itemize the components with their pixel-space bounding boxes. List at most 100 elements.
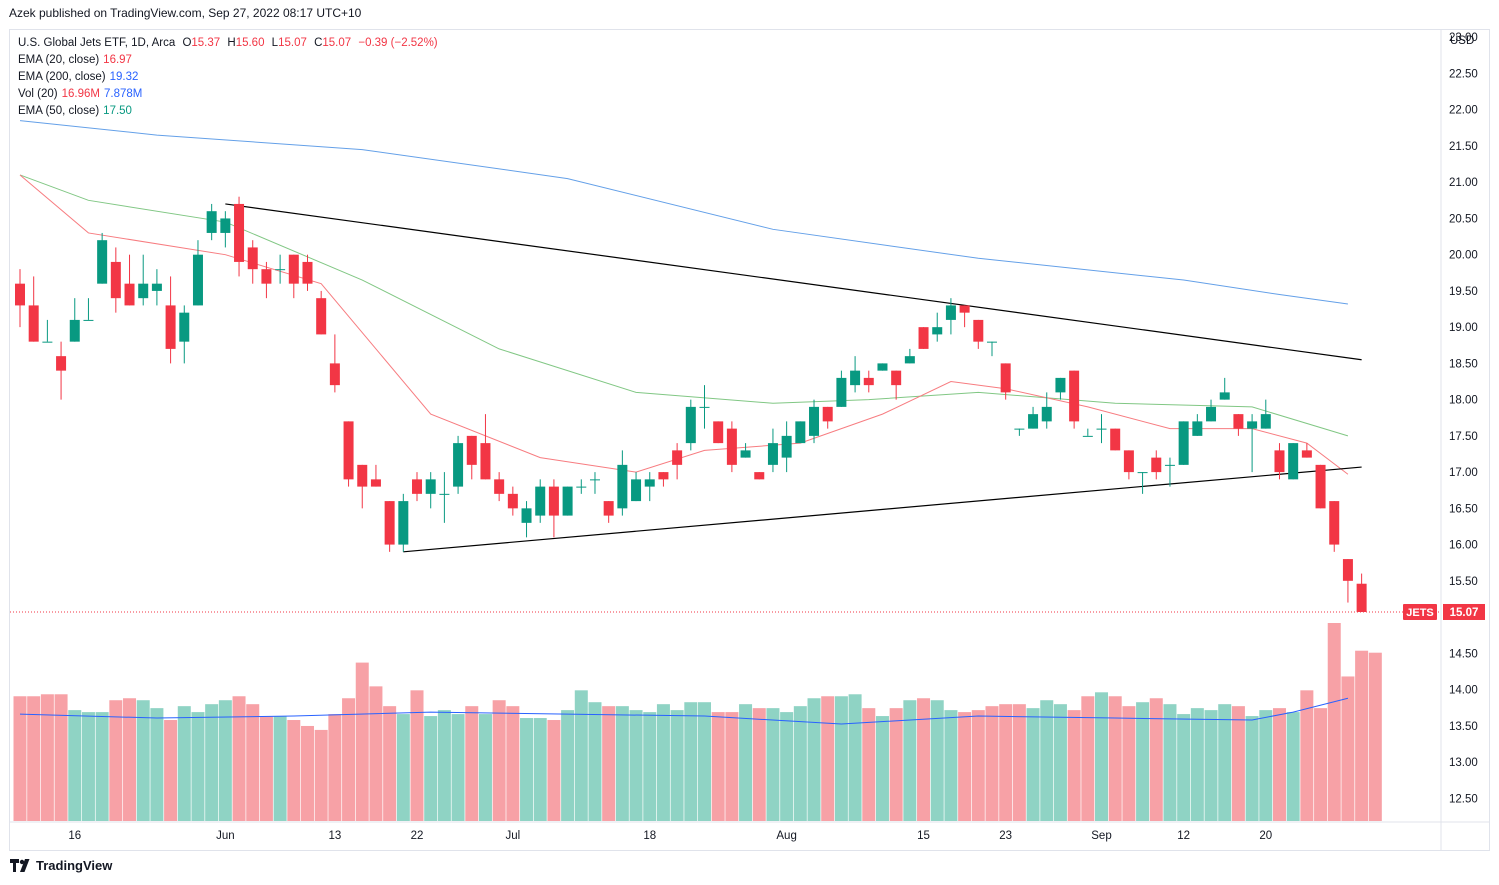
ohlc-low: L15.07 [272,37,307,49]
volume-bar [972,710,985,821]
ema50-line [20,175,1348,436]
candle-body [836,378,846,407]
time-tick-label: Jul [505,830,520,842]
candle [111,247,121,312]
volume-bar [438,710,451,821]
candle [1247,414,1257,472]
candle-body [480,443,490,479]
last-price-value: 15.07 [1450,607,1479,619]
candle [453,436,463,494]
candle-body [426,479,436,493]
candle-body [686,407,696,443]
ema200-line [20,121,1348,304]
volume-bar [547,720,560,821]
candle [686,400,696,451]
volume-bar [1095,692,1108,821]
symbol-badge-text: JETS [1406,607,1434,619]
candle [439,472,449,523]
candle-body [1274,450,1284,472]
candle [617,450,627,515]
candle-body [1110,429,1120,451]
candle [877,363,887,370]
candle-body [220,218,230,232]
candle-body [1206,407,1216,421]
candle [535,479,545,522]
candle-body [905,356,915,363]
price-tick-label: 20.00 [1449,250,1478,262]
volume-bar [1027,708,1040,821]
volume-bar [643,712,656,821]
candle-body [83,320,93,321]
candle-body [1028,414,1038,428]
candle-body [1069,371,1079,422]
candle [138,255,148,306]
price-tick-label: 20.50 [1449,213,1478,225]
candle-body [1055,378,1065,392]
time-axis: 16 Jun 13 22 Jul 18 Aug 15 23 Sep 12 20 [68,830,1272,842]
volume-bar [616,706,629,821]
candle-body [535,487,545,516]
candle [1165,458,1175,487]
candle [782,421,792,472]
candle-body [877,363,887,370]
candle-body [344,421,354,479]
candle [83,298,93,321]
candle [234,197,244,277]
volume-bar [602,706,615,821]
candle [1179,421,1189,464]
candle [1097,414,1107,443]
ema20-legend[interactable]: EMA (20, close) 16.97 [18,52,438,69]
price-tick-label: 22.50 [1449,68,1478,80]
candle [1151,450,1161,479]
tradingview-footer[interactable]: TradingView [10,858,112,873]
candle [645,472,655,501]
volume-bar [1163,704,1176,821]
volume-bar [1218,704,1231,821]
ema50-legend[interactable]: EMA (50, close) 17.50 [18,103,438,120]
candle-body [522,508,532,522]
volume-bar [191,712,204,821]
candle-body [1179,421,1189,464]
candle [1028,407,1038,429]
volume-bar [397,714,410,821]
volume-bar [82,712,95,821]
candle [987,342,997,356]
volume-bar [999,704,1012,821]
volume-bar [246,704,259,821]
volume-bar [753,708,766,821]
candle [152,269,162,305]
volume-bar [137,700,150,821]
volume-bar [1287,712,1300,821]
time-tick-label: 12 [1177,830,1190,842]
candle-body [741,450,751,457]
price-tick-label: 23.00 [1449,32,1478,44]
volume-bar [1122,706,1135,821]
volume-bar [233,696,246,821]
candle [289,255,299,298]
volume-bar [739,704,752,821]
volume-bar [958,712,971,821]
candle-body [700,407,710,408]
volume-bar [1273,708,1286,821]
candle [371,465,381,487]
candle-body [125,284,135,306]
candle [220,211,230,247]
volume-bar [1177,714,1190,821]
candle [823,407,833,429]
time-tick-label: 22 [411,830,424,842]
candle [973,320,983,349]
candle-body [111,262,121,298]
candle [1083,429,1093,437]
candle [795,421,805,443]
ohlc-change: −0.39 (−2.52%) [358,37,437,49]
ema200-legend[interactable]: EMA (200, close) 19.32 [18,69,438,86]
candle [412,472,422,501]
candle-body [1165,465,1175,466]
candle [29,276,39,341]
price-tick-label: 16.50 [1449,503,1478,515]
candle-body [1302,450,1312,457]
vol-legend[interactable]: Vol (20) 16.96M 7.878M [18,86,438,103]
volume-bar [561,710,574,821]
tradingview-logo-icon [10,859,32,872]
